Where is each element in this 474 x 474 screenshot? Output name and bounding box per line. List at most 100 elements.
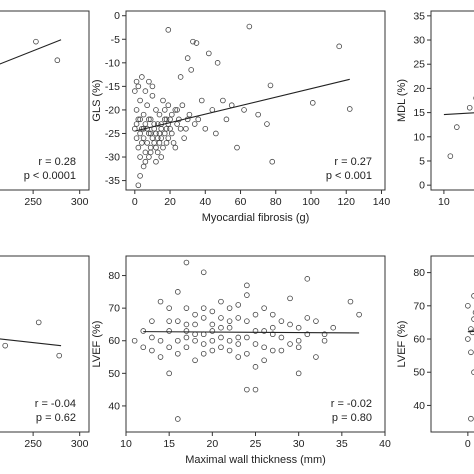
data-point bbox=[192, 357, 198, 364]
data-point bbox=[133, 135, 140, 141]
y-tick-label: 40 bbox=[108, 400, 120, 412]
data-point bbox=[166, 328, 172, 334]
x-tick-label: 10 bbox=[438, 196, 450, 208]
data-point bbox=[304, 315, 311, 321]
data-point bbox=[142, 149, 149, 156]
data-point bbox=[175, 337, 181, 344]
data-point bbox=[234, 144, 240, 151]
data-point bbox=[235, 302, 242, 308]
y-tick-label: -35 bbox=[105, 175, 120, 187]
data-point bbox=[154, 135, 161, 141]
data-point bbox=[244, 386, 250, 393]
data-point bbox=[144, 140, 150, 146]
data-point bbox=[287, 321, 293, 328]
data-point bbox=[309, 100, 316, 106]
data-point bbox=[146, 130, 152, 137]
data-point bbox=[183, 305, 190, 311]
data-point bbox=[156, 111, 163, 118]
data-point bbox=[287, 295, 293, 302]
data-point bbox=[137, 173, 143, 179]
data-point bbox=[132, 125, 138, 132]
data-point bbox=[192, 337, 198, 344]
data-point bbox=[166, 305, 172, 311]
y-tick-label: 40 bbox=[413, 400, 425, 412]
data-point bbox=[175, 416, 181, 422]
regression-line bbox=[0, 39, 62, 65]
data-point bbox=[157, 337, 164, 344]
data-point bbox=[153, 107, 159, 113]
data-point bbox=[131, 337, 138, 344]
data-point bbox=[146, 116, 152, 123]
data-point bbox=[235, 341, 242, 347]
plot-frame bbox=[125, 10, 386, 191]
data-point bbox=[177, 125, 184, 132]
data-point bbox=[149, 83, 156, 90]
data-point bbox=[295, 370, 302, 377]
data-point bbox=[147, 149, 154, 156]
x-tick-label: 10 bbox=[120, 438, 132, 450]
data-point bbox=[142, 121, 149, 127]
x-tick-label: 250 bbox=[24, 438, 42, 450]
data-point bbox=[137, 130, 143, 137]
data-point bbox=[465, 336, 471, 342]
data-point bbox=[226, 324, 233, 331]
data-point bbox=[149, 135, 156, 141]
y-tick-label: 80 bbox=[413, 267, 425, 279]
x-tick-label: 25 bbox=[250, 438, 262, 450]
x-tick-label: 250 bbox=[24, 196, 42, 208]
data-point bbox=[278, 334, 285, 341]
data-point bbox=[140, 344, 147, 351]
data-point bbox=[469, 329, 474, 336]
data-point bbox=[295, 344, 302, 351]
y-axis-label: MDL (%) bbox=[396, 79, 408, 122]
x-tick-label: 30 bbox=[293, 438, 305, 450]
data-point bbox=[142, 158, 149, 165]
x-tick-label: 40 bbox=[199, 196, 211, 208]
points-layer bbox=[132, 23, 353, 189]
data-point bbox=[140, 163, 147, 170]
data-point bbox=[137, 97, 143, 104]
data-point bbox=[244, 318, 250, 324]
data-point bbox=[157, 354, 164, 360]
data-point bbox=[235, 315, 242, 321]
data-point bbox=[160, 97, 166, 104]
data-point bbox=[261, 344, 267, 351]
data-point bbox=[133, 107, 140, 113]
data-point bbox=[183, 259, 190, 266]
regression-line bbox=[0, 338, 62, 347]
plot-frame bbox=[430, 10, 474, 191]
data-point bbox=[261, 357, 267, 364]
data-point bbox=[158, 125, 165, 132]
data-point bbox=[154, 149, 161, 156]
panel-p3: 10 0 5 10 15 20 25 30 35 MDL (%) bbox=[396, 10, 474, 208]
y-tick-label: 70 bbox=[413, 300, 425, 312]
data-point bbox=[200, 350, 207, 357]
data-point bbox=[165, 102, 172, 109]
data-point bbox=[146, 154, 152, 160]
data-point bbox=[244, 292, 250, 298]
data-point bbox=[321, 337, 328, 344]
data-point bbox=[167, 116, 173, 123]
data-point bbox=[140, 111, 147, 118]
y-tick-label: 60 bbox=[108, 335, 120, 347]
data-point bbox=[255, 111, 261, 118]
data-point bbox=[161, 107, 168, 113]
data-point bbox=[190, 38, 196, 45]
data-point bbox=[252, 328, 259, 334]
data-point bbox=[135, 83, 142, 90]
data-point bbox=[261, 328, 267, 334]
x-tick-label: 40 bbox=[379, 438, 391, 450]
data-point bbox=[174, 121, 180, 127]
data-point bbox=[132, 88, 138, 94]
data-point bbox=[213, 130, 219, 137]
data-point bbox=[223, 116, 230, 123]
data-point bbox=[244, 282, 250, 289]
panel-p5: 10 15 20 25 30 35 40 40 50 60 70 80 Maximal wall thi… bbox=[91, 255, 391, 466]
data-point bbox=[135, 144, 142, 151]
data-point bbox=[209, 308, 216, 315]
x-tick-label: 100 bbox=[302, 196, 320, 208]
data-point bbox=[313, 318, 319, 324]
data-point bbox=[218, 315, 224, 321]
data-point bbox=[2, 342, 8, 349]
data-point bbox=[346, 106, 353, 112]
